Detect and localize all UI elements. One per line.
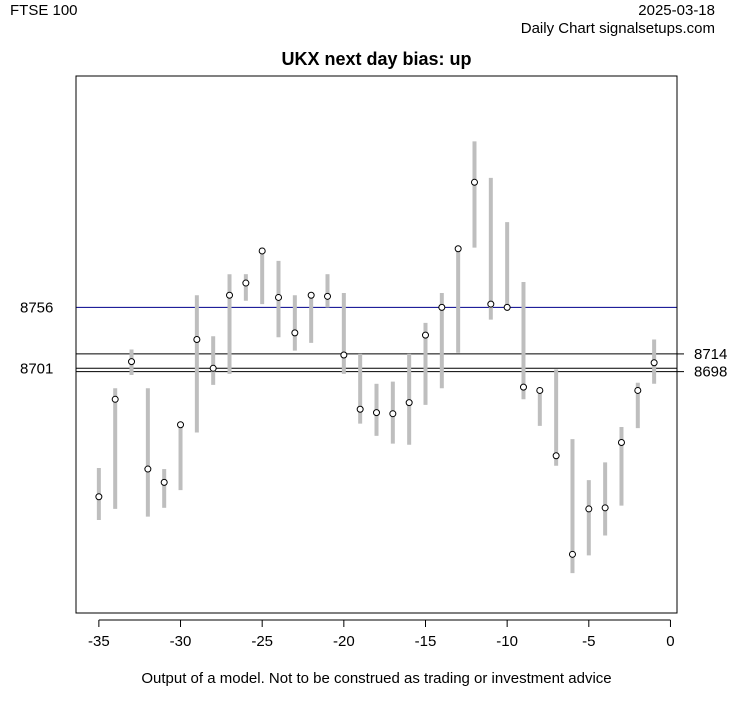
plot-frame [75, 75, 678, 614]
data-point [454, 245, 462, 253]
data-point [568, 550, 576, 558]
data-point [405, 399, 413, 407]
right-tick-label: 8714 [694, 346, 727, 363]
data-point [536, 386, 544, 394]
data-point [111, 395, 119, 403]
data-point [307, 291, 315, 299]
x-tick-label: -15 [415, 633, 437, 650]
data-point [487, 300, 495, 308]
data-point [356, 405, 364, 413]
y-tick-label: 8756 [20, 299, 53, 316]
x-tick-label: -20 [333, 633, 355, 650]
data-point [242, 279, 250, 287]
data-point [650, 359, 658, 367]
data-point [193, 336, 201, 344]
data-point [144, 465, 152, 473]
data-point [601, 504, 609, 512]
data-point [470, 178, 478, 186]
x-tick-label: -30 [170, 633, 192, 650]
x-tick-label: -5 [582, 633, 595, 650]
reference-lines [76, 306, 677, 373]
data-points [95, 178, 658, 558]
data-point [95, 493, 103, 501]
data-point [177, 421, 185, 429]
chart-title: UKX next day bias: up [281, 49, 472, 69]
x-tick-label: -25 [251, 633, 273, 650]
data-point [324, 292, 332, 300]
data-point [389, 410, 397, 418]
y-tick-label: 8701 [20, 360, 53, 377]
data-point [519, 383, 527, 391]
data-point [160, 478, 168, 486]
chart-date: 2025-03-18 [638, 2, 715, 19]
x-axis: -35 -30 -25 -20 -15 -10 -5 0 [88, 619, 675, 650]
data-point [421, 331, 429, 339]
data-point [128, 358, 136, 366]
data-point [340, 351, 348, 359]
data-point [209, 364, 217, 372]
x-tick-label: -10 [496, 633, 518, 650]
x-tick-label: -35 [88, 633, 110, 650]
disclaimer: Output of a model. Not to be construed a… [141, 670, 612, 687]
data-point [585, 505, 593, 513]
data-point [275, 293, 283, 301]
data-point [634, 386, 642, 394]
data-point [226, 291, 234, 299]
data-point [617, 438, 625, 446]
data-point [552, 452, 560, 460]
range-bars [96, 141, 657, 574]
right-tick-label: 8698 [694, 364, 727, 381]
x-tick-label: 0 [666, 633, 674, 650]
data-point [291, 329, 299, 337]
data-point [503, 303, 511, 311]
y-axis: 8756 8701 [20, 299, 53, 377]
index-name: FTSE 100 [10, 2, 78, 19]
chart-source: Daily Chart signalsetups.com [520, 20, 715, 37]
data-point [258, 247, 266, 255]
data-point [438, 303, 446, 311]
data-point [373, 409, 380, 417]
